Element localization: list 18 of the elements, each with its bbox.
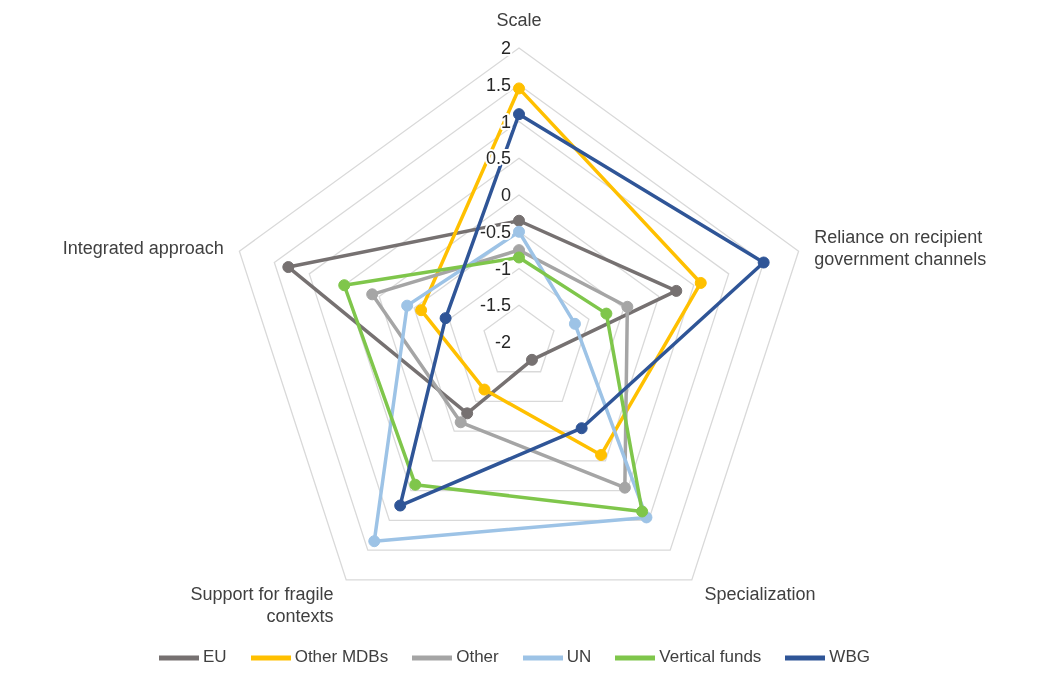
y-tick-label: -1.5 xyxy=(479,295,511,316)
legend-label: WBG xyxy=(829,647,870,667)
spoke-label: Reliance on recipient government channels xyxy=(814,226,987,269)
y-tick-label: -1 xyxy=(494,258,511,279)
y-tick-label: -0.5 xyxy=(479,221,511,242)
y-tick-label: -2 xyxy=(494,332,511,352)
y-tick-label: 1.5 xyxy=(485,74,511,95)
spoke-label: Scale xyxy=(496,10,542,30)
spoke-label: Specialization xyxy=(704,584,816,605)
legend-label: Other xyxy=(456,647,499,667)
spoke-label: Integrated approach xyxy=(62,237,224,258)
y-tick-label: 0 xyxy=(500,185,511,205)
legend-label: Vertical funds xyxy=(659,647,762,667)
y-tick-label: 2 xyxy=(500,38,511,58)
legend-label: Other MDBs xyxy=(294,647,389,667)
legend-label: UN xyxy=(566,647,592,667)
legend-label: EU xyxy=(203,647,227,667)
spoke-label: Support for fragile contexts xyxy=(190,584,334,627)
